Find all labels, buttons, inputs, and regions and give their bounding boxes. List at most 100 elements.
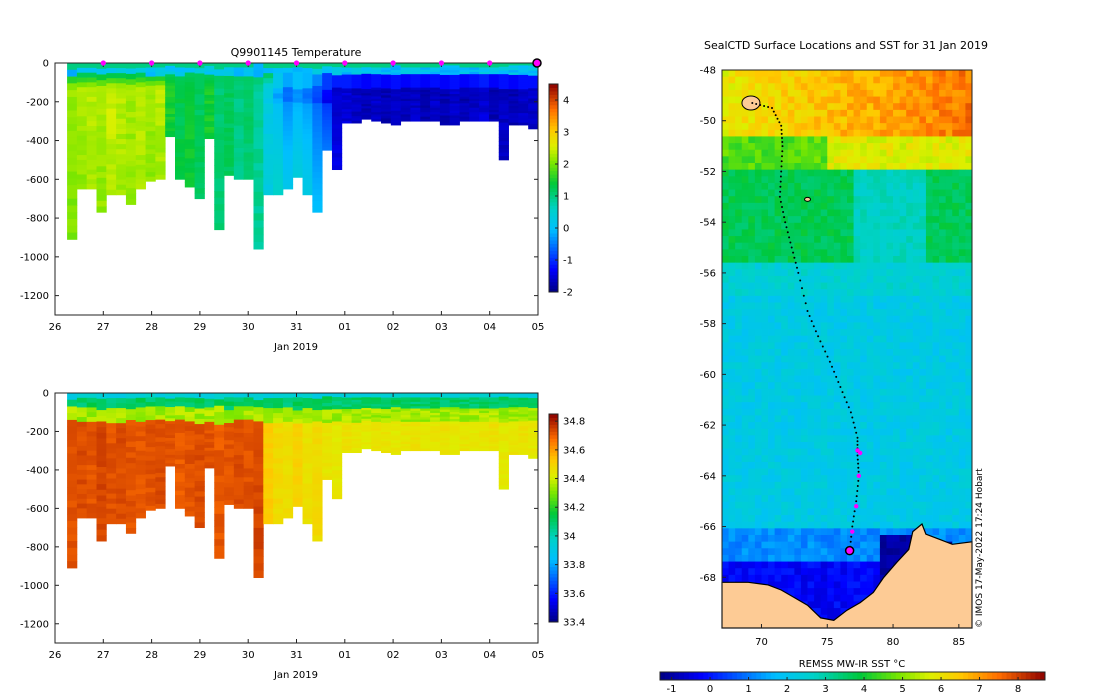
sst-cell [912, 136, 920, 144]
sst-cell [906, 368, 914, 376]
profile-cell [508, 120, 519, 124]
sst-cell [879, 216, 887, 224]
profile-cell [233, 152, 245, 158]
sst-cell [958, 329, 966, 337]
profile-cell [155, 503, 166, 509]
sst-cell [879, 196, 887, 204]
profile-cell [135, 184, 146, 190]
profile-cell [184, 72, 196, 78]
profile-cell [528, 393, 539, 396]
profile-cell [430, 412, 441, 416]
profile-cell [263, 128, 274, 135]
profile-cell [145, 442, 156, 448]
sst-cell [919, 143, 927, 151]
sst-cell [932, 169, 940, 177]
profile-cell [253, 198, 264, 207]
sst-cell [958, 382, 966, 390]
profile-cell [410, 397, 421, 401]
profile-cell [253, 184, 264, 193]
profile-cell [312, 398, 323, 405]
profile-cell [273, 139, 284, 145]
sst-cell [820, 422, 828, 430]
sst-cell [899, 103, 907, 111]
sst-cell [840, 408, 848, 416]
profile-cell [302, 164, 313, 170]
profile-cell [282, 106, 294, 112]
sst-cell [833, 76, 841, 84]
profile-cell [488, 419, 500, 423]
profile-cell [96, 103, 107, 110]
profile-cell [125, 188, 137, 195]
sst-cell [879, 89, 887, 97]
profile-cell [430, 112, 441, 115]
sst-cell [919, 315, 927, 323]
sst-cell [840, 76, 848, 84]
sst-cell [761, 275, 769, 283]
profile-cell [508, 449, 519, 453]
sst-cell [866, 302, 874, 310]
sst-cell [800, 349, 808, 357]
profile-cell [459, 415, 470, 418]
sst-cell [768, 362, 776, 370]
sst-cell [761, 375, 769, 383]
sst-cell [814, 129, 822, 137]
profile-cell [125, 90, 137, 97]
sst-cell [820, 222, 828, 230]
profile-cell [116, 83, 127, 89]
profile-cell [184, 478, 196, 484]
profile-cell [106, 448, 117, 454]
profile-cell [449, 98, 460, 102]
sst-cell [939, 149, 947, 157]
profile-cell [175, 139, 186, 144]
sst-cell [873, 375, 881, 383]
sst-cell [919, 402, 927, 410]
sst-cell [768, 455, 776, 463]
profile-cell [420, 399, 431, 403]
sst-cell [827, 382, 835, 390]
sst-cell [939, 209, 947, 217]
sst-cell [754, 448, 762, 456]
sst-cell [761, 89, 769, 97]
sst-cell [794, 455, 802, 463]
profile-cell [106, 103, 117, 110]
profile-cell [528, 116, 539, 120]
sst-cell [932, 229, 940, 237]
profile-cell [341, 404, 352, 408]
sst-cell [853, 229, 861, 237]
profile-cell [361, 444, 372, 448]
profile-cell [67, 185, 78, 193]
profile-cell [381, 106, 392, 110]
profile-cell [96, 421, 107, 428]
sst-cell [761, 295, 769, 303]
profile-cell [76, 393, 88, 399]
profile-cell [116, 463, 127, 469]
profile-cell [96, 501, 107, 508]
sst-cell [741, 355, 749, 363]
profile-cell [214, 501, 225, 508]
profile-cell [282, 407, 294, 413]
profile-cell [390, 67, 402, 71]
profile-cell [165, 133, 176, 138]
profile-cell [263, 428, 274, 434]
profile-cell [175, 477, 186, 483]
profile-cell [331, 445, 343, 451]
sst-cell [906, 163, 914, 171]
profile-cell [204, 92, 215, 96]
sst-cell [728, 116, 736, 124]
profile-cell [292, 63, 303, 68]
profile-cell [165, 415, 176, 419]
sst-cell [748, 408, 756, 416]
sst-cell [873, 395, 881, 403]
sst-cell [800, 329, 808, 337]
sst-cell [932, 342, 940, 350]
sst-cell [833, 368, 841, 376]
profile-cell [302, 103, 313, 110]
sst-cell [958, 96, 966, 104]
sst-cell [886, 96, 894, 104]
profile-cell [479, 76, 490, 80]
profile-cell [331, 116, 343, 121]
profile-cell [341, 69, 352, 73]
sst-cell [932, 442, 940, 450]
profile-cell [292, 172, 303, 178]
profile-cell [439, 82, 451, 85]
